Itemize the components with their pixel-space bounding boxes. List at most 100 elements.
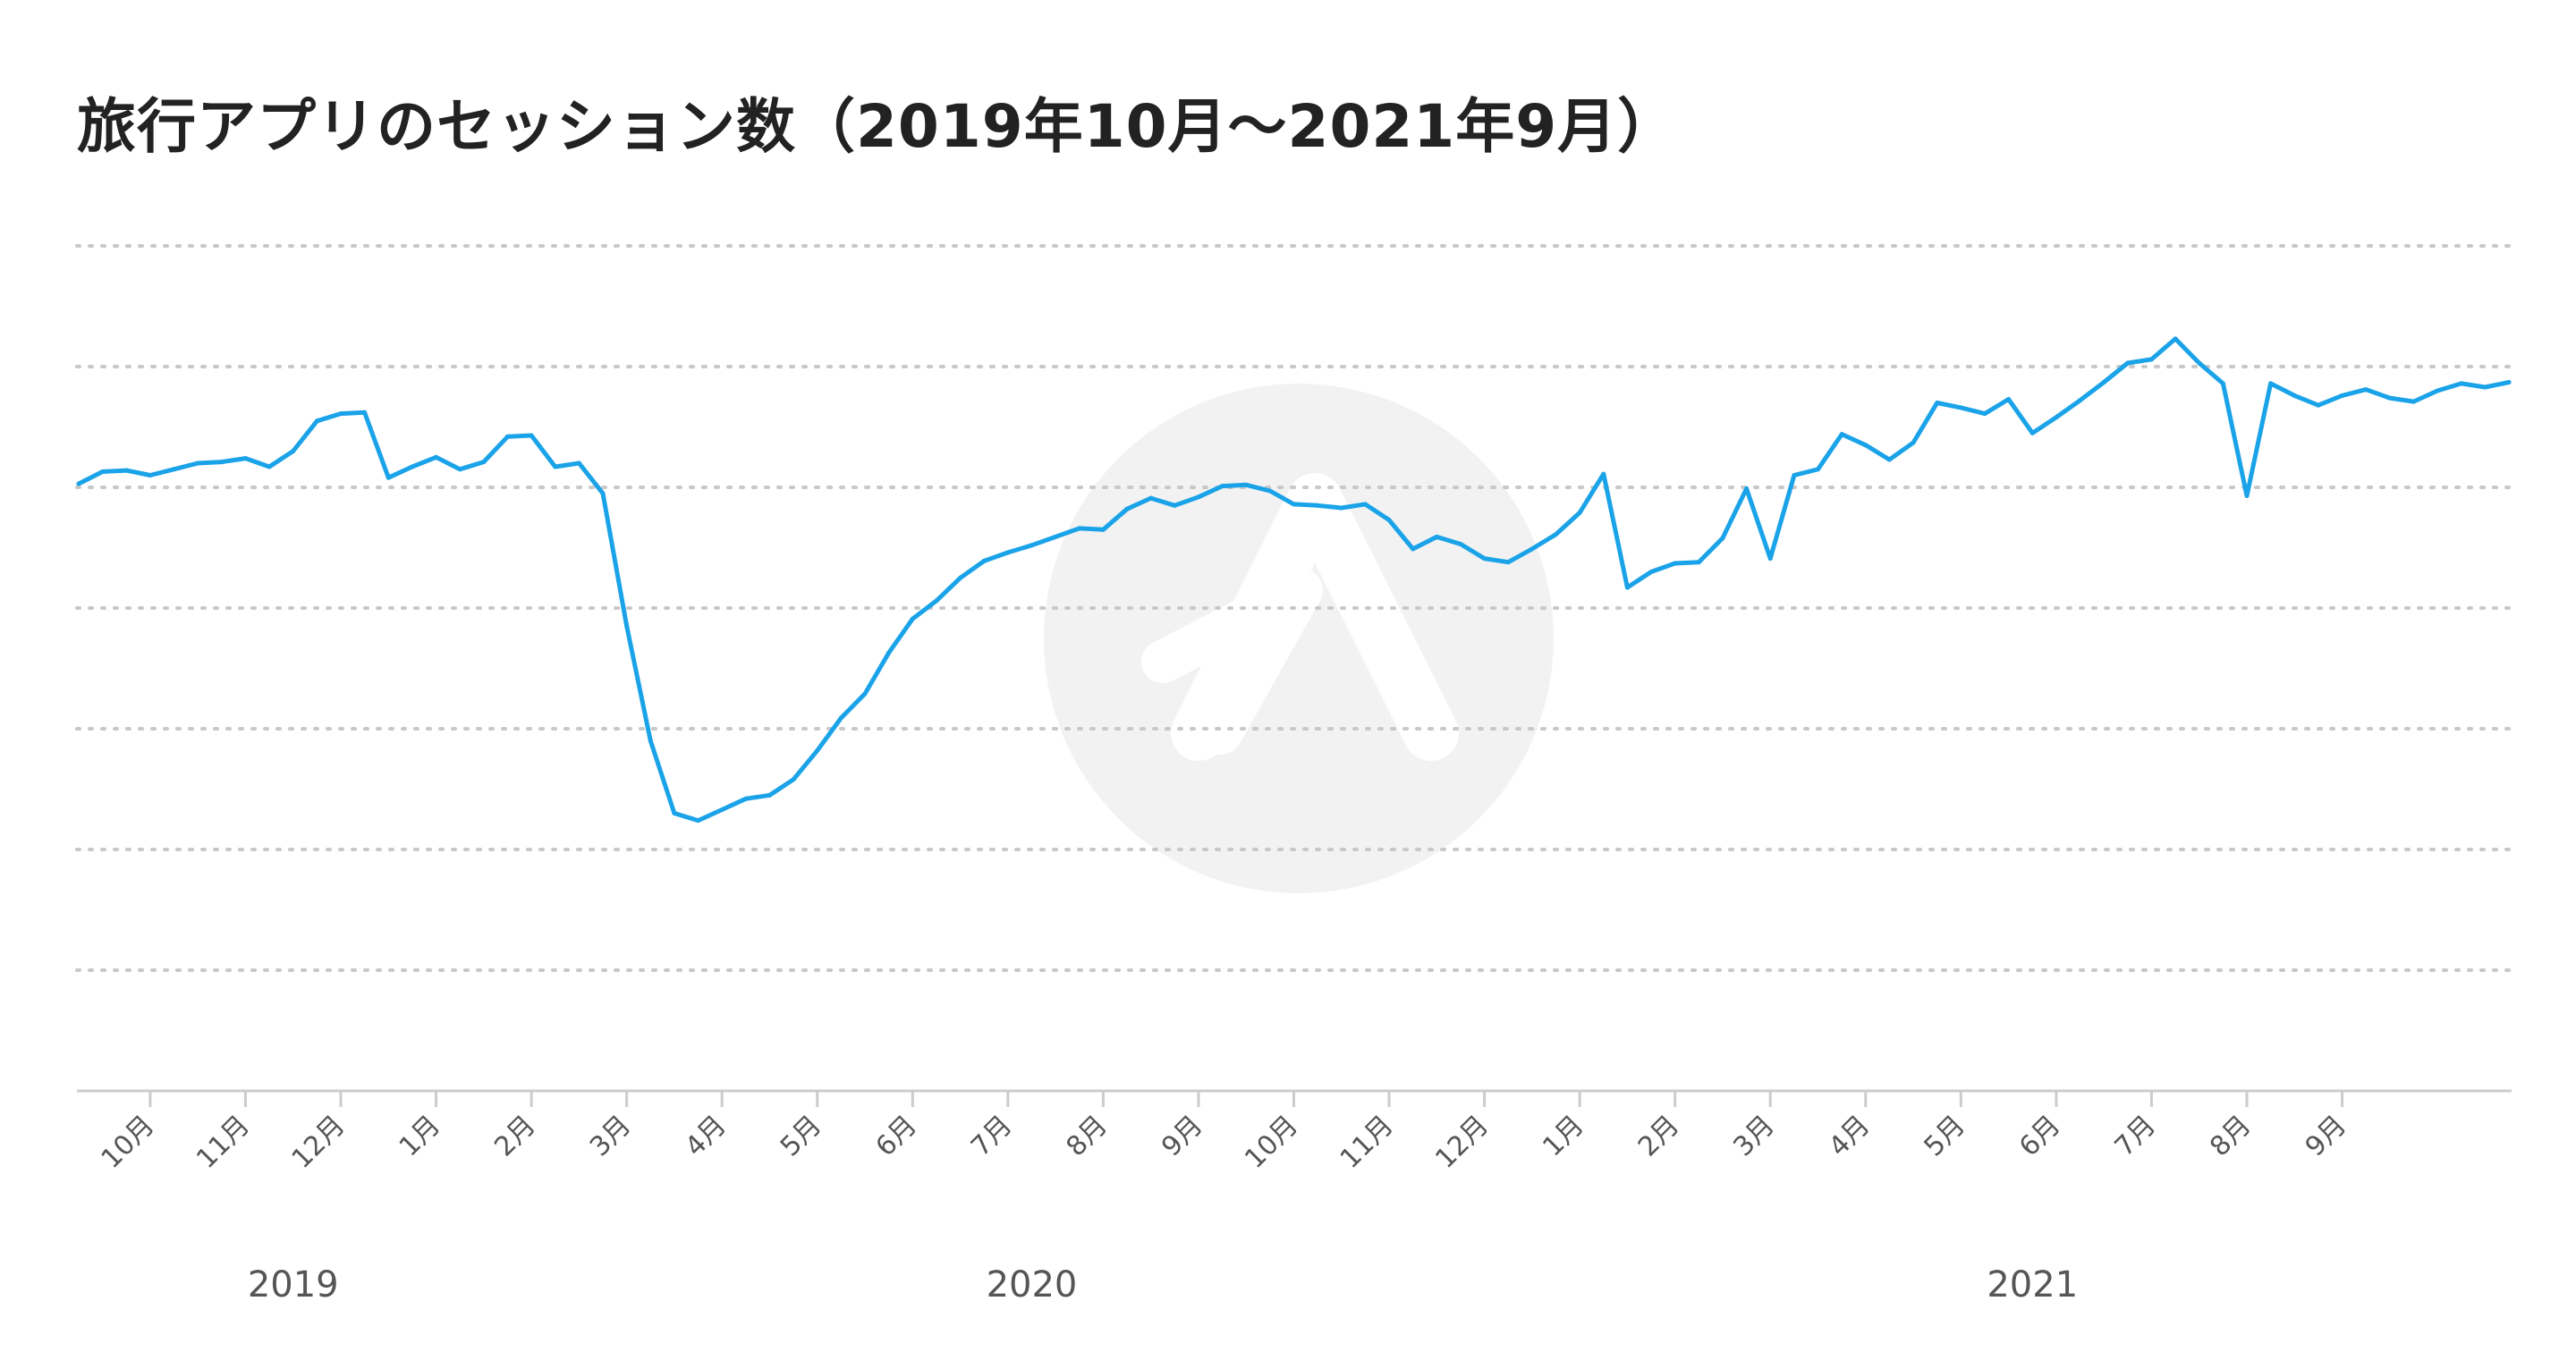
x-tick-label: 2月	[488, 1110, 541, 1162]
data-point	[1434, 534, 1439, 539]
data-point	[2148, 357, 2154, 362]
data-point	[1077, 526, 1082, 531]
data-point	[767, 792, 772, 798]
data-point	[2292, 393, 2297, 398]
data-point	[2268, 381, 2274, 386]
data-point	[1696, 560, 1701, 565]
data-point	[958, 575, 963, 580]
data-point	[2340, 393, 2344, 398]
data-point	[2125, 360, 2131, 366]
x-tick-label: 11月	[1335, 1110, 1400, 1175]
data-point	[1767, 556, 1773, 562]
data-point	[2220, 381, 2225, 386]
x-tick-label: 11月	[191, 1110, 256, 1175]
data-point	[624, 623, 630, 629]
data-point	[981, 558, 987, 563]
data-point	[314, 418, 319, 424]
year-label: 2021	[1987, 1264, 2078, 1306]
data-point	[648, 739, 653, 743]
data-point	[410, 464, 415, 469]
year-label: 2020	[987, 1264, 1078, 1306]
data-point	[838, 715, 843, 721]
data-point	[362, 410, 368, 415]
data-point	[2435, 388, 2440, 393]
data-point	[267, 464, 272, 469]
x-tick-label: 3月	[584, 1110, 637, 1162]
data-point	[172, 467, 176, 472]
data-point	[1482, 556, 1487, 562]
data-point	[100, 469, 106, 474]
x-tick-label: 1月	[1537, 1110, 1589, 1162]
data-point	[1030, 543, 1034, 548]
data-point	[1720, 536, 1725, 541]
data-point	[862, 691, 868, 697]
data-point	[1005, 550, 1011, 555]
data-point	[2316, 402, 2321, 408]
data-point	[2411, 399, 2416, 404]
data-point	[2078, 398, 2082, 403]
data-point	[1624, 585, 1630, 590]
data-point	[338, 411, 343, 417]
data-point	[76, 481, 81, 486]
data-point	[743, 796, 749, 801]
x-tick-label: 4月	[1823, 1110, 1876, 1162]
data-point	[386, 475, 391, 480]
data-point	[1935, 401, 1940, 405]
series-layer	[76, 336, 2512, 824]
data-point	[1196, 494, 1201, 500]
data-point	[1673, 561, 1678, 566]
x-tick-label: 7月	[965, 1110, 1018, 1162]
data-point	[291, 449, 296, 453]
data-point	[195, 461, 200, 466]
data-point	[2244, 494, 2250, 498]
data-point	[1053, 534, 1058, 539]
x-tick-label: 5月	[1919, 1110, 1971, 1162]
data-point	[1816, 467, 1820, 472]
data-point	[1243, 482, 1249, 487]
data-point	[672, 811, 677, 815]
data-point	[1958, 405, 1963, 410]
data-point	[1505, 560, 1511, 565]
data-point	[2173, 336, 2178, 342]
data-point	[1530, 546, 1535, 552]
year-labels: 2019 2020 2021	[248, 1264, 2078, 1306]
data-point	[2006, 397, 2012, 401]
data-point	[2363, 387, 2368, 393]
data-point	[2482, 384, 2487, 390]
data-point	[1554, 532, 1558, 537]
data-point	[1411, 546, 1416, 552]
data-point	[1863, 443, 1868, 448]
data-point	[1458, 542, 1463, 546]
data-point	[2387, 395, 2393, 401]
data-point	[1911, 440, 1916, 445]
data-point	[553, 464, 558, 469]
data-point	[219, 460, 225, 465]
data-point	[1172, 503, 1177, 508]
data-point	[505, 434, 510, 439]
x-tick-label: 4月	[679, 1110, 732, 1162]
data-point	[1601, 471, 1606, 477]
data-point	[1886, 457, 1892, 462]
data-point	[1339, 505, 1344, 511]
data-point	[457, 467, 462, 472]
data-point	[2054, 415, 2059, 420]
data-point	[1982, 411, 1987, 417]
logo-watermark-icon	[1044, 384, 1554, 893]
data-point	[1648, 570, 1654, 574]
data-point	[1577, 510, 1582, 515]
x-tick-label: 12月	[286, 1110, 352, 1175]
data-point	[2029, 430, 2035, 435]
data-point	[1124, 506, 1130, 511]
x-tick-label: 9月	[2300, 1110, 2352, 1162]
year-label: 2019	[248, 1264, 339, 1306]
data-point	[1315, 503, 1320, 508]
data-point	[481, 460, 487, 465]
data-point	[123, 468, 129, 473]
x-tick-label: 5月	[775, 1110, 827, 1162]
data-point	[2197, 360, 2202, 366]
data-point	[1792, 473, 1797, 477]
x-tick-label: 8月	[1061, 1110, 1114, 1162]
data-point	[934, 598, 939, 604]
data-point	[148, 473, 153, 477]
chart-title: 旅行アプリのセッション数（2019年10月〜2021年9月）	[77, 92, 1678, 161]
